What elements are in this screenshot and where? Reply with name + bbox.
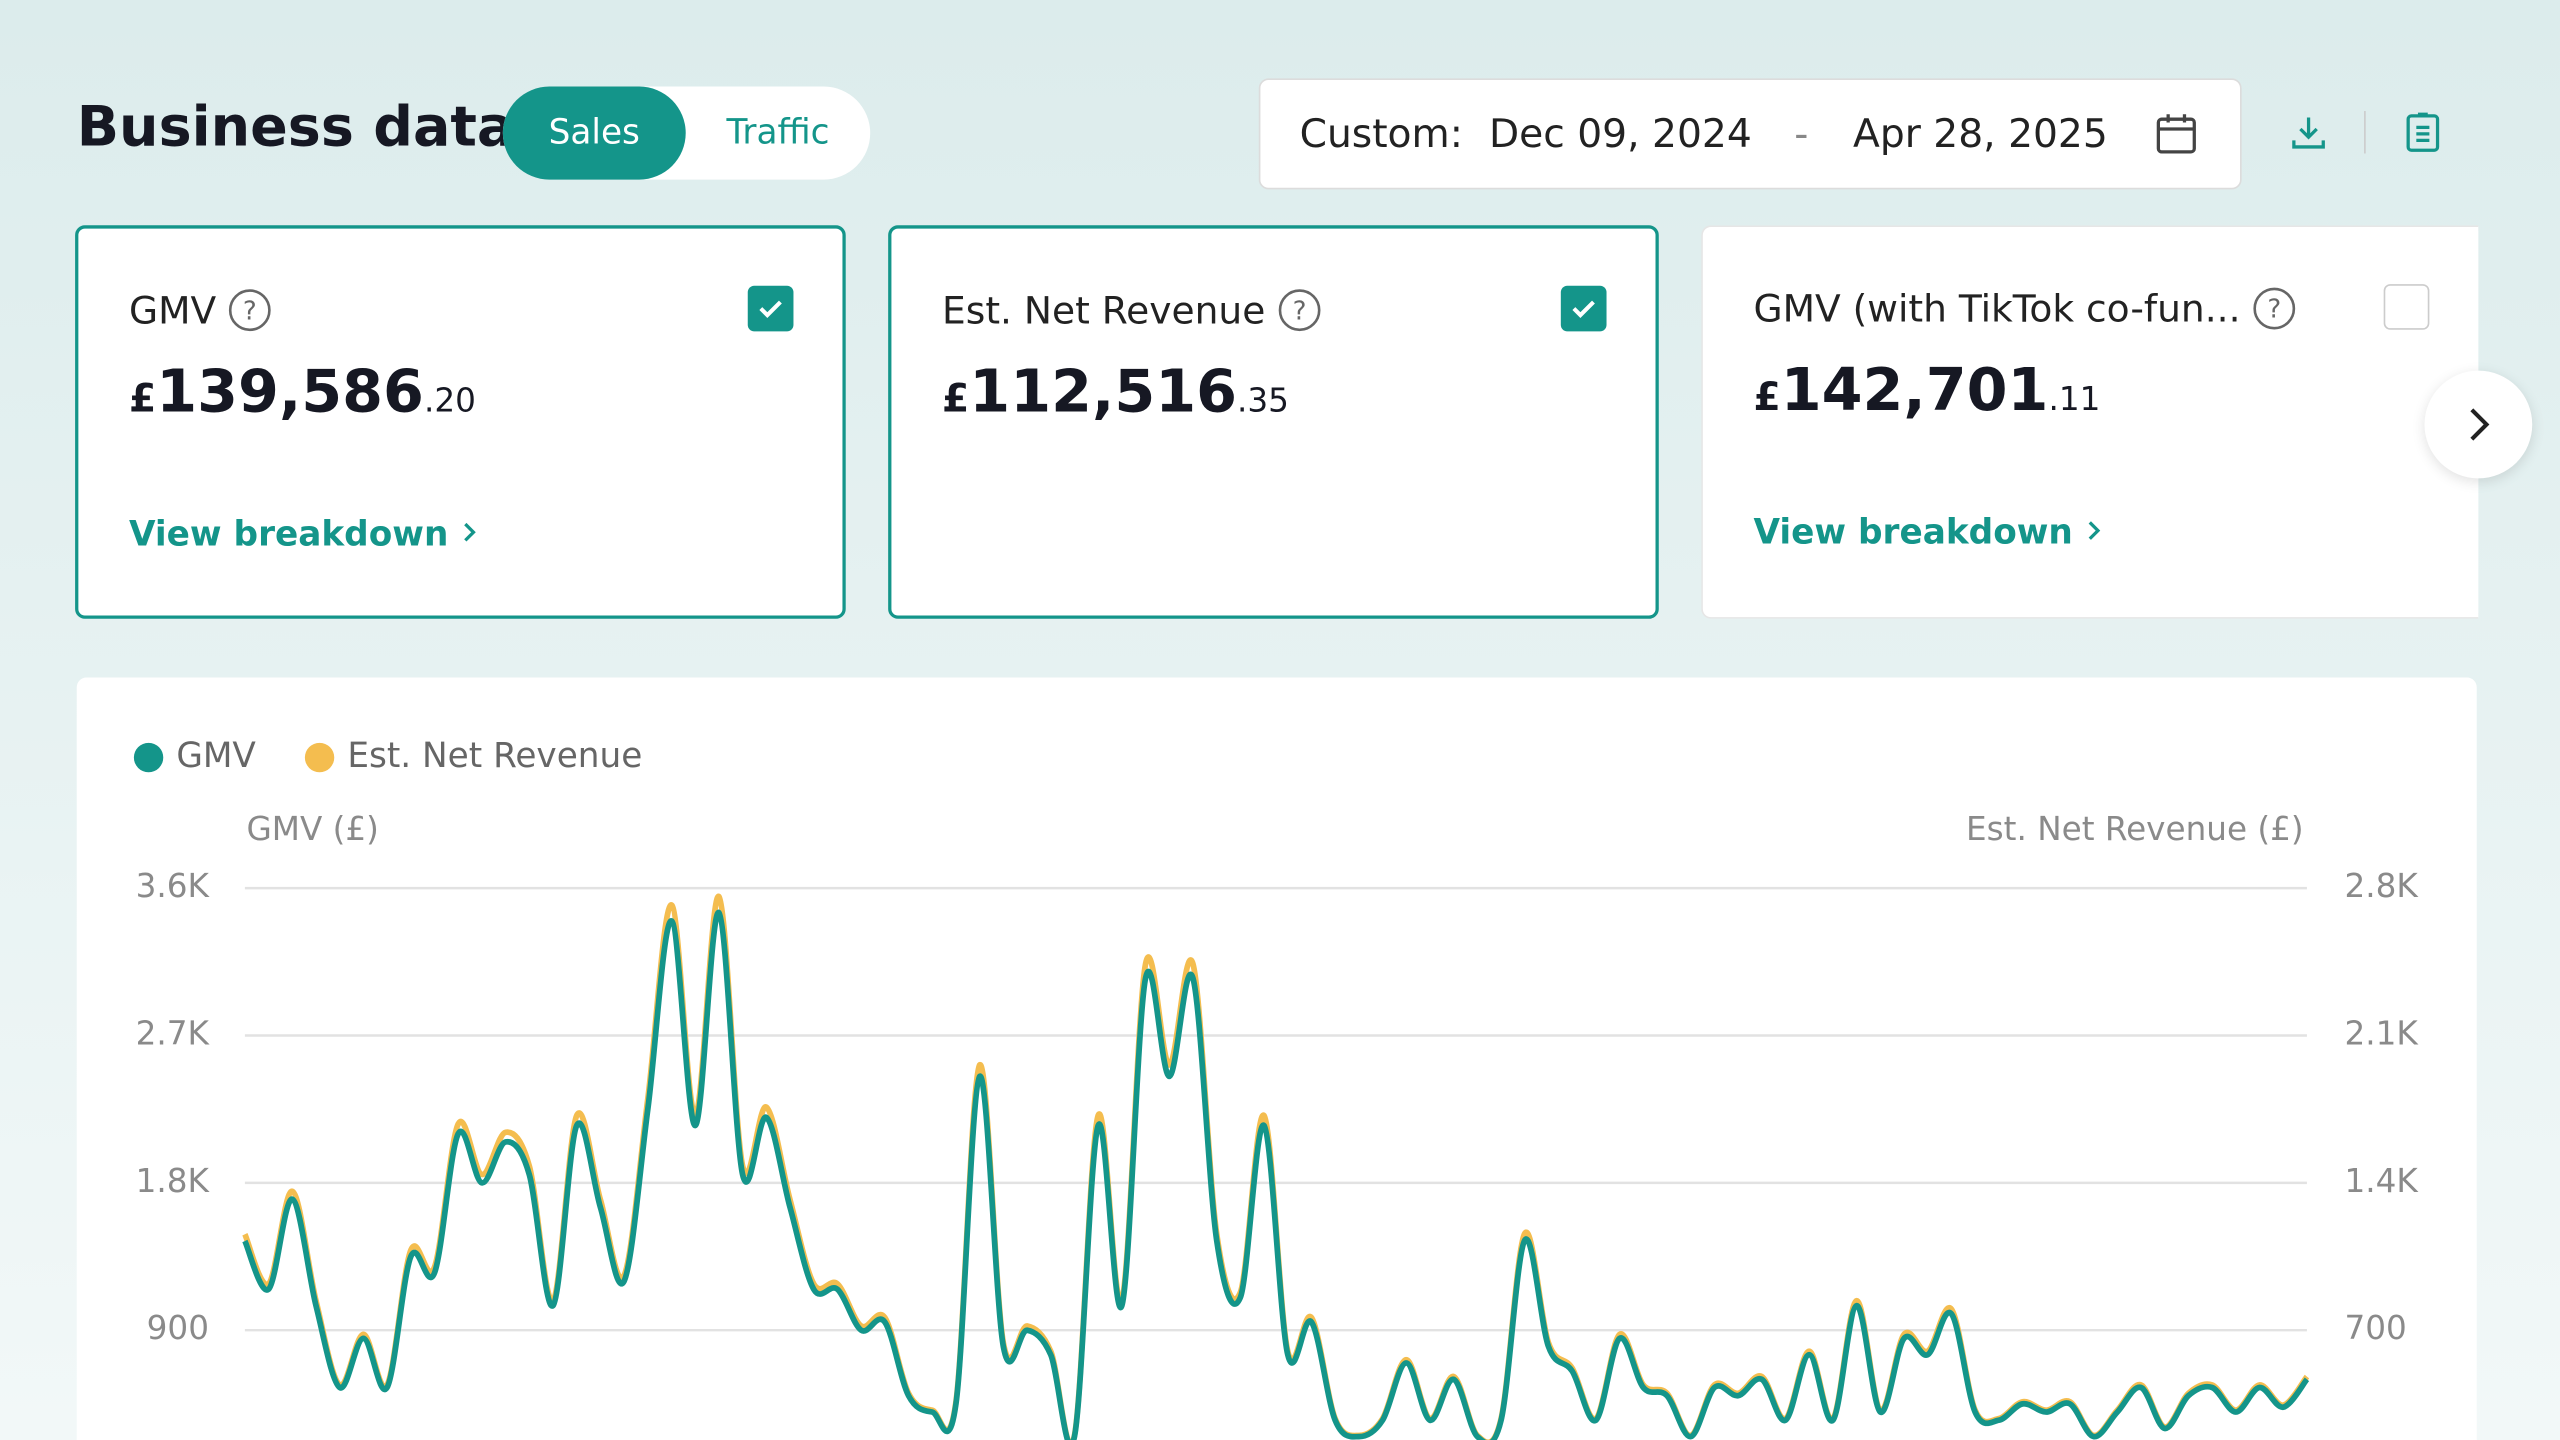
chevron-icon — [2470, 408, 2490, 441]
link-chevron — [463, 522, 476, 542]
next-button[interactable] — [2424, 370, 2533, 479]
y-tick-label: 900 — [147, 1309, 209, 1347]
legend-swatch — [133, 742, 164, 773]
check-icon — [759, 300, 782, 318]
link-text: View breakdown — [128, 514, 449, 554]
check-icon — [1572, 300, 1595, 318]
metric-amount: £142,701.11 — [1753, 358, 2100, 425]
currency: £ — [128, 375, 157, 422]
currency: £ — [942, 375, 970, 422]
view-breakdown-link[interactable]: View breakdown — [1753, 513, 2105, 552]
y2-tick-label: 1.4K — [2344, 1162, 2419, 1200]
help-icon: ? — [1278, 289, 1321, 332]
amount-decimals: .20 — [423, 380, 476, 420]
link-text: View breakdown — [1753, 512, 2073, 552]
amount-decimals: .35 — [1237, 380, 1289, 420]
page-title: Business data — [76, 94, 515, 160]
metric-name: GMV — [128, 290, 217, 334]
metric-label: GMV (with TikTok co-fun...? — [1753, 286, 2297, 332]
metric-card: Est. Net Revenue? £112,516.35 — [888, 225, 1659, 619]
amount-integer: 139,586 — [156, 359, 424, 427]
download-icon[interactable] — [2289, 113, 2328, 152]
metric-amount: £112,516.35 — [942, 359, 1289, 426]
help-icon: ? — [2253, 287, 2296, 330]
tab-sales[interactable]: Sales — [502, 86, 686, 180]
checkbox[interactable] — [747, 285, 794, 332]
y-tick-label: 1.8K — [136, 1162, 211, 1200]
date-start: Dec 09, 2024 — [1488, 111, 1752, 157]
date-separator: - — [1794, 111, 1809, 157]
help-mark: ? — [1293, 296, 1307, 326]
chev — [463, 522, 476, 542]
link-chevron — [2088, 521, 2100, 540]
series-line — [242, 909, 2310, 1440]
amount-integer: 112,516 — [969, 359, 1238, 427]
y-tick-label: 3.6K — [136, 867, 211, 905]
y2-tick-label: 700 — [2344, 1309, 2406, 1347]
tab-traffic[interactable]: Traffic — [726, 112, 830, 152]
amount-decimals: .11 — [2048, 378, 2101, 418]
y2-axis-title: Est. Net Revenue (£) — [1966, 810, 2304, 848]
metric-card: GMV? £139,586.20 View breakdown — [75, 225, 846, 619]
date-end: Apr 28, 2025 — [1853, 111, 2108, 157]
date-label: Custom: — [1299, 111, 1463, 157]
tab-group: Sales Traffic — [502, 86, 871, 180]
y-axis-title: GMV (£) — [247, 810, 379, 848]
view-breakdown-link[interactable]: View breakdown — [129, 514, 481, 553]
help-circle — [229, 289, 272, 332]
check — [759, 300, 782, 318]
plot-area — [242, 893, 2310, 1440]
checkbox[interactable] — [2383, 284, 2430, 330]
help-circle — [2253, 287, 2296, 330]
y2-tick-label: 2.1K — [2344, 1015, 2419, 1053]
series-line — [242, 893, 2310, 1440]
metric-name: GMV (with TikTok co-fun... — [1753, 288, 2241, 332]
chart-card — [76, 677, 2477, 1440]
help-mark: ? — [2268, 295, 2282, 325]
amount-integer: 142,701 — [1780, 357, 2049, 425]
metric-label: Est. Net Revenue? — [942, 287, 1322, 333]
divider — [2364, 111, 2366, 154]
y2-tick-label: 2.8K — [2344, 867, 2419, 905]
metric-label: GMV? — [129, 287, 273, 333]
help-icon: ? — [229, 289, 272, 332]
checkbox[interactable] — [1560, 285, 1607, 332]
date-picker[interactable]: Custom: Dec 09, 2024 - Apr 28, 2025 — [1258, 78, 2242, 190]
legend-label: Est. Net Revenue — [347, 736, 642, 776]
help-circle — [1278, 289, 1321, 332]
metric-name: Est. Net Revenue — [942, 290, 1266, 334]
metric-amount: £139,586.20 — [129, 359, 476, 426]
chev — [2088, 521, 2100, 540]
y-tick-label: 2.7K — [136, 1015, 211, 1053]
legend-label: GMV — [176, 736, 256, 776]
report-icon[interactable] — [2403, 111, 2442, 153]
legend-swatch — [304, 742, 335, 773]
metric-card: GMV (with TikTok co-fun...? £142,701.11 Vi… — [1701, 225, 2479, 619]
currency: £ — [1753, 373, 1781, 420]
calendar-icon — [2156, 114, 2196, 154]
help-mark: ? — [244, 296, 258, 326]
check — [1572, 300, 1595, 318]
